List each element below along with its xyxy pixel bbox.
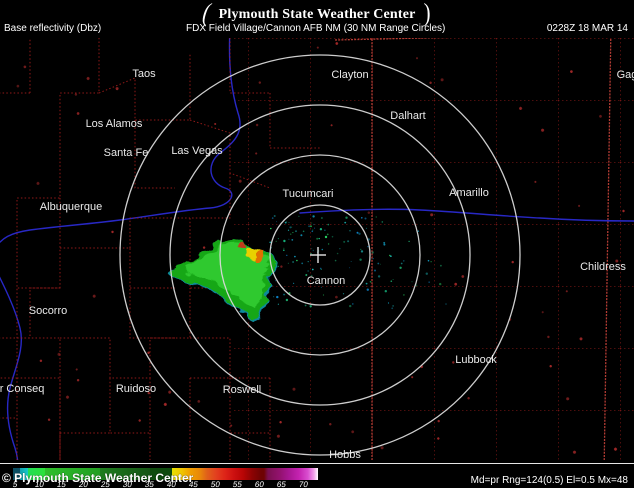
svg-text:Childress: Childress (580, 261, 626, 273)
svg-text:Santa Fe: Santa Fe (104, 147, 149, 159)
svg-text:Amarillo: Amarillo (449, 187, 489, 199)
svg-text:Socorro: Socorro (29, 305, 68, 317)
svg-text:Hobbs: Hobbs (329, 449, 361, 460)
svg-text:Gag: Gag (617, 69, 634, 81)
svg-text:Clayton: Clayton (331, 69, 368, 81)
svg-text:r Conseq: r Conseq (0, 383, 44, 395)
svg-text:Roswell: Roswell (223, 384, 262, 396)
svg-text:Taos: Taos (132, 68, 156, 80)
svg-text:Ruidoso: Ruidoso (116, 383, 156, 395)
svg-text:Las Vegas: Las Vegas (171, 145, 223, 157)
svg-text:Albuquerque: Albuquerque (40, 201, 102, 213)
svg-text:Tucumcari: Tucumcari (283, 188, 334, 200)
svg-text:Lubbock: Lubbock (455, 354, 497, 366)
svg-text:Cannon: Cannon (307, 275, 346, 287)
svg-text:Dalhart: Dalhart (390, 110, 425, 122)
svg-text:Los Alamos: Los Alamos (86, 118, 143, 130)
